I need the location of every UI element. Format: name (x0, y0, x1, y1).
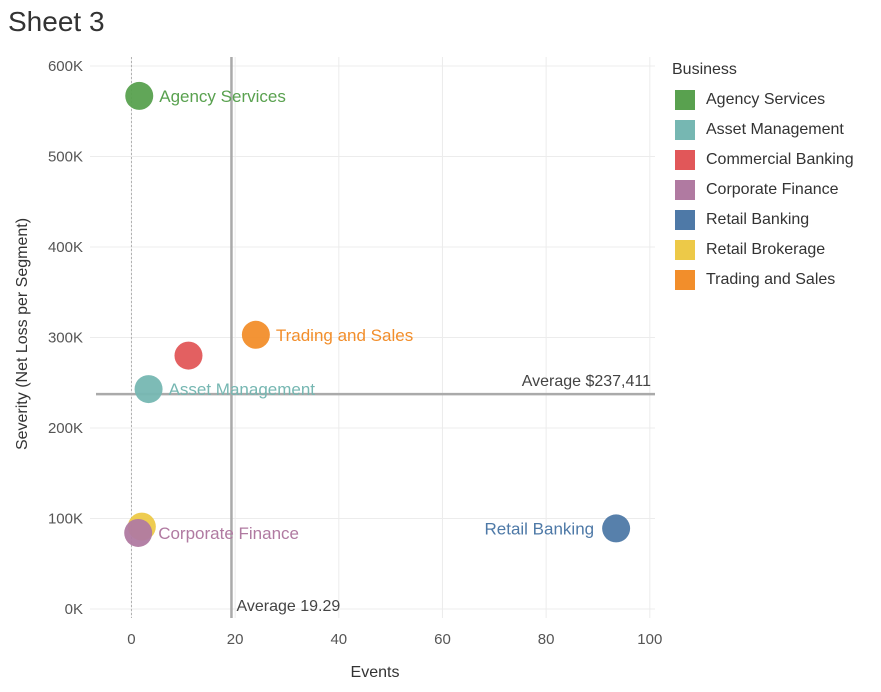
legend-item: Asset Management (672, 115, 854, 145)
legend-item: Retail Banking (672, 205, 854, 235)
y-tick-label: 100K (48, 510, 83, 527)
legend-label: Trading and Sales (706, 271, 836, 288)
x-tick-label: 100 (637, 631, 662, 648)
point-label: Agency Services (159, 87, 286, 106)
x-tick-label: 20 (227, 631, 244, 648)
point-label: Trading and Sales (276, 326, 413, 345)
axis-layer: 0 20 40 60 80 100 0K 100K 200K 300K 400K 500K 600K (48, 58, 662, 648)
point-commercial-banking (174, 341, 203, 370)
point-label: Asset Management (169, 380, 316, 399)
legend-swatch (675, 180, 695, 200)
reference-lines: Average 19.29 Average $237,411 (96, 57, 655, 618)
y-tick-label: 200K (48, 420, 83, 437)
legend-label: Retail Banking (706, 211, 810, 228)
y-tick-label: 300K (48, 330, 83, 347)
x-tick-label: 40 (330, 631, 347, 648)
x-tick-label: 60 (434, 631, 451, 648)
sheet-title: Sheet 3 (8, 6, 105, 37)
point-trading-and-sales (241, 320, 270, 349)
y-axis-title: Severity (Net Loss per Segment) (14, 218, 31, 450)
point-agency-services (125, 81, 154, 110)
x-axis-title: Events (351, 664, 400, 681)
legend-title: Business (672, 61, 737, 78)
legend-label: Retail Brokerage (706, 241, 826, 258)
x-tick-label: 80 (538, 631, 555, 648)
legend-item: Corporate Finance (672, 175, 854, 205)
y-average-label: Average $237,411 (522, 373, 651, 390)
legend-swatch (675, 120, 695, 140)
grid-layer (90, 57, 655, 618)
legend-swatch (675, 240, 695, 260)
legend-item: Agency Services (672, 85, 854, 115)
legend-item: Retail Brokerage (672, 235, 854, 265)
point-corporate-finance (124, 518, 153, 547)
legend-item: Commercial Banking (672, 145, 854, 175)
legend-label: Agency Services (706, 91, 826, 108)
legend-swatch (675, 210, 695, 230)
y-tick-label: 400K (48, 239, 83, 256)
x-average-label: Average 19.29 (236, 598, 340, 615)
y-tick-label: 600K (48, 58, 83, 75)
point-label: Corporate Finance (158, 524, 299, 543)
legend-swatch (675, 150, 695, 170)
data-points (124, 81, 631, 547)
point-label: Retail Banking (484, 519, 594, 538)
legend: Business Agency Services Asset Management… (672, 61, 854, 295)
point-asset-management (134, 375, 163, 404)
legend-label: Corporate Finance (706, 181, 839, 198)
legend-swatch (675, 90, 695, 110)
legend-label: Asset Management (706, 121, 844, 138)
y-tick-label: 500K (48, 149, 83, 166)
point-labels: Agency Services Asset Management Corporate… (158, 87, 594, 543)
legend-items: Agency Services Asset Management Commercia… (672, 85, 854, 295)
legend-swatch (675, 270, 695, 290)
y-tick-label: 0K (65, 601, 83, 618)
legend-item: Trading and Sales (672, 265, 854, 295)
x-tick-label: 0 (127, 631, 135, 648)
legend-label: Commercial Banking (706, 151, 854, 168)
point-retail-banking (602, 514, 631, 543)
